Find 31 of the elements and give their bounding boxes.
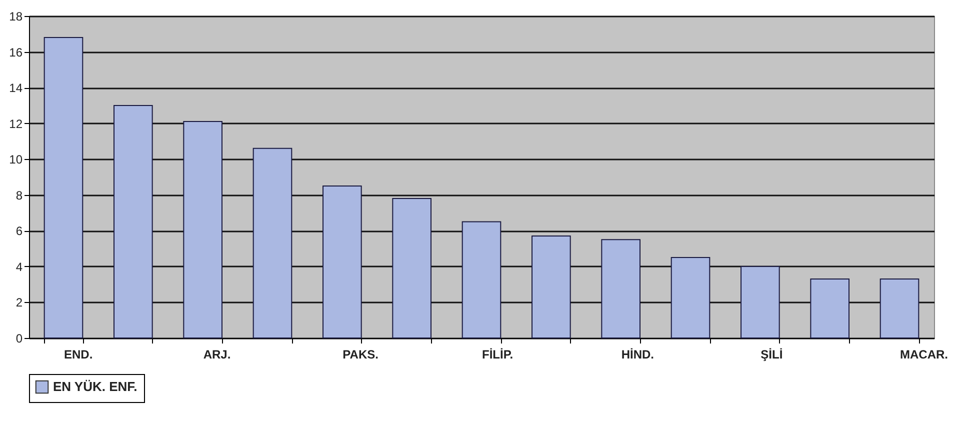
bar: [601, 239, 640, 338]
y-tick-label: 2: [16, 296, 23, 310]
y-tick-label: 4: [16, 260, 23, 274]
x-tick-label: ŞİLİ: [760, 348, 783, 362]
bar: [740, 266, 780, 338]
y-tick-label: 18: [9, 10, 23, 24]
bar: [670, 257, 710, 338]
x-tick-label: ARJ.: [203, 348, 231, 362]
y-tick-label: 8: [16, 188, 23, 202]
y-tick-label: 14: [9, 81, 23, 96]
x-tick-label: FİLİP.: [482, 348, 514, 362]
bar: [252, 148, 292, 338]
y-tick-label: 10: [9, 152, 23, 167]
bar: [532, 236, 571, 338]
x-tick-label: END.: [64, 348, 93, 362]
bar: [462, 221, 502, 338]
y-tick-label: 0: [16, 332, 23, 346]
y-tick-label: 6: [16, 224, 23, 238]
x-tick-label: MACAR.: [900, 348, 948, 362]
bar: [880, 278, 920, 338]
x-tick-label: PAKS.: [342, 348, 378, 362]
bar: [44, 36, 84, 338]
bar: [322, 185, 362, 338]
bar: [113, 104, 153, 338]
x-tick-label: HİND.: [621, 348, 654, 362]
bar: [810, 278, 850, 338]
bar: [392, 198, 432, 338]
bar: [183, 121, 222, 338]
y-tick-label: 12: [9, 116, 23, 131]
y-tick-label: 16: [9, 45, 23, 60]
legend-label: EN YÜK. ENF.: [53, 379, 138, 394]
